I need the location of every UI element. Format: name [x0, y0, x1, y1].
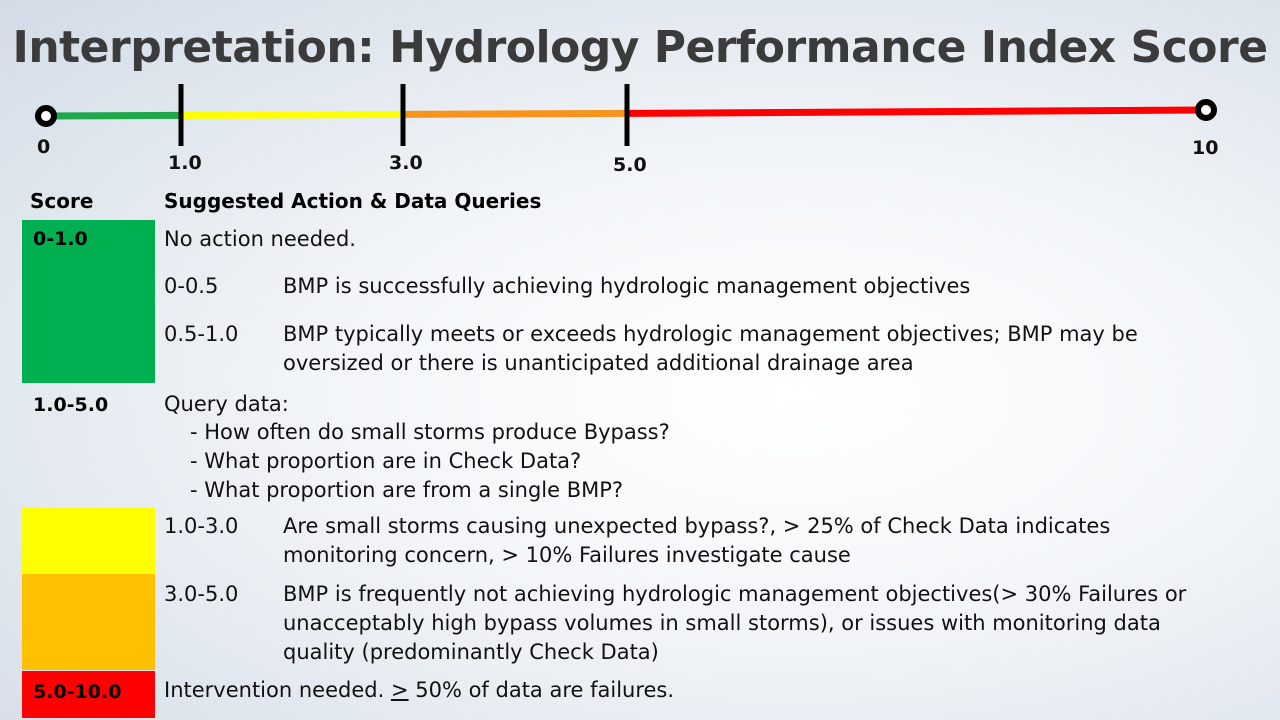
mid-query-3: - What proportion are from a single BMP? [190, 478, 624, 502]
green-sub-range-2: 0.5-1.0 [164, 322, 239, 346]
swatch-yellow [22, 508, 155, 574]
red-summary-post: 50% of data are failures. [408, 678, 675, 702]
scale-segment-orange [402, 109, 628, 118]
orange-desc-line-2: unacceptably high bypass volumes in smal… [283, 611, 1161, 635]
score-scale [35, 84, 1217, 146]
swatch-red [22, 671, 155, 718]
green-sub-desc-2-line-2: oversized or there is unanticipated addi… [283, 351, 914, 375]
action-column-header: Suggested Action & Data Queries [164, 189, 542, 213]
mid-query-1: - How often do small storms produce Bypa… [190, 420, 670, 444]
green-sub-desc-2-line-1: BMP typically meets or exceeds hydrologi… [283, 322, 1138, 346]
score-label-red: 5.0-10.0 [33, 681, 122, 703]
page-title: Interpretation: Hydrology Performance In… [12, 22, 1268, 73]
yellow-desc-line-1: Are small storms causing unexpected bypa… [283, 514, 1111, 538]
scale-end-dot [1195, 99, 1217, 121]
swatch-green [22, 220, 155, 383]
scale-max-label: 10 [1192, 137, 1219, 159]
swatch-orange [22, 574, 155, 670]
green-sub-range-1: 0-0.5 [164, 274, 219, 298]
red-summary-symbol: > [390, 678, 409, 702]
scale-segment-red [626, 106, 1207, 117]
orange-range: 3.0-5.0 [164, 582, 239, 606]
scale-min-label: 0 [37, 136, 51, 158]
mid-summary: Query data: [164, 392, 289, 416]
scale-tick-label-1: 1.0 [168, 152, 202, 174]
scale-tick-label-3: 3.0 [389, 152, 423, 174]
orange-desc-line-1: BMP is frequently not achieving hydrolog… [283, 582, 1187, 606]
green-sub-desc-1: BMP is successfully achieving hydrologic… [283, 274, 971, 298]
score-label-mid: 1.0-5.0 [33, 394, 109, 416]
red-summary-pre: Intervention needed. [164, 678, 391, 702]
scale-segment-yellow [180, 110, 404, 119]
orange-desc-line-3: quality (predominantly Check Data) [283, 640, 659, 664]
mid-query-2: - What proportion are in Check Data? [190, 449, 582, 473]
red-summary: Intervention needed. > 50% of data are f… [164, 676, 674, 705]
yellow-range: 1.0-3.0 [164, 514, 239, 538]
yellow-desc-line-2: monitoring concern, > 10% Failures inves… [283, 543, 851, 567]
scale-tick-label-5: 5.0 [613, 154, 647, 176]
scale-segment-green [45, 111, 182, 120]
score-label-green: 0-1.0 [33, 228, 88, 250]
green-summary: No action needed. [164, 227, 356, 251]
scale-start-dot [35, 105, 57, 127]
score-column-header: Score [30, 189, 94, 213]
